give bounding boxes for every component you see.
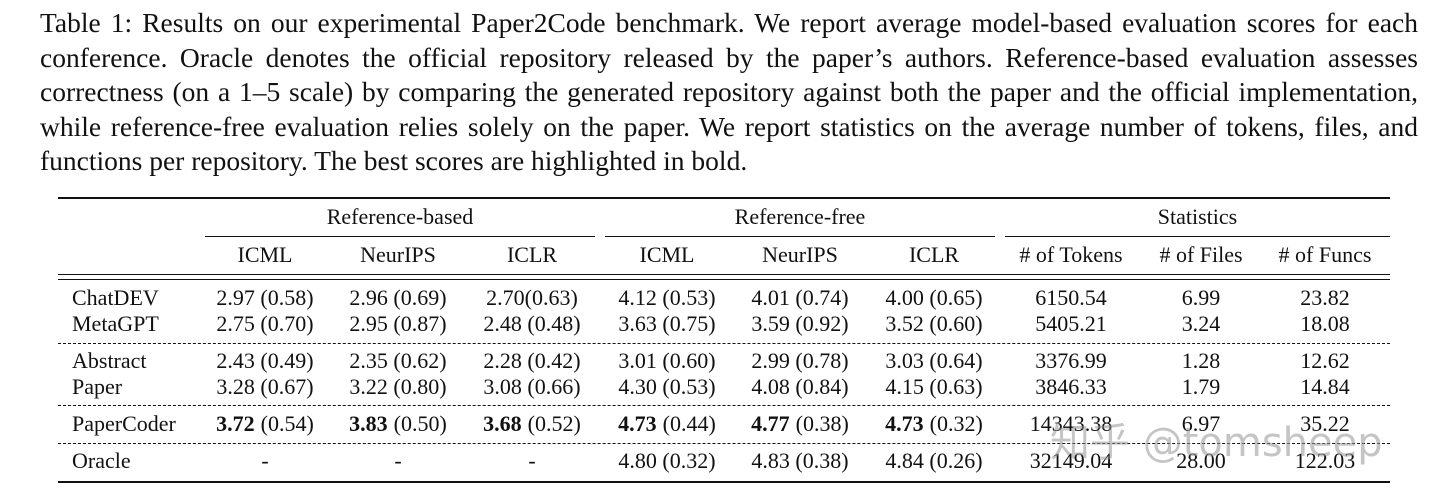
cell: 4.15 (0.63) — [885, 374, 983, 399]
column-header: ICLR — [506, 242, 558, 267]
column-header: ICLR — [908, 242, 960, 267]
cell: 2.28 (0.42) — [483, 348, 581, 373]
cell: 6150.54 — [1035, 285, 1107, 310]
row-label: MetaGPT — [72, 311, 159, 336]
column-header: # of Funcs — [1278, 242, 1372, 267]
best-score: 4.77 — [751, 411, 790, 436]
cell: 3.28 (0.67) — [216, 374, 314, 399]
column-header: ICML — [237, 242, 293, 267]
cell: 4.84 (0.26) — [885, 448, 983, 473]
group-rule — [1005, 236, 1390, 237]
header-rule — [58, 279, 1390, 280]
cell: 4.01 (0.74) — [751, 285, 849, 310]
std-dev: (0.32) — [929, 411, 983, 436]
best-score: 4.73 — [885, 411, 924, 436]
cell: 3.83 (0.50) — [349, 411, 447, 437]
cell: - — [528, 448, 536, 473]
column-header: ICML — [639, 242, 695, 267]
cell: 2.75 (0.70) — [216, 311, 314, 336]
std-dev: (0.38) — [795, 411, 849, 436]
cell: 2.96 (0.69) — [349, 285, 447, 310]
best-score: 4.73 — [618, 411, 657, 436]
watermark: 知乎 @tomsheep — [1050, 420, 1383, 466]
cell: 3.01 (0.60) — [618, 348, 716, 373]
cell: 5405.21 — [1035, 311, 1107, 336]
cell: 35.22 — [1300, 411, 1350, 436]
std-dev: (0.44) — [662, 411, 716, 436]
cell: 4.00 (0.65) — [885, 285, 983, 310]
column-header: # of Files — [1159, 242, 1243, 267]
cell: 2.95 (0.87) — [349, 311, 447, 336]
group-header: Statistics — [1157, 204, 1238, 229]
cell: 28.00 — [1176, 448, 1226, 473]
column-header: # of Tokens — [1019, 242, 1123, 267]
top-rule — [58, 197, 1390, 199]
row-label: ChatDEV — [72, 285, 159, 310]
group-rule — [205, 236, 595, 237]
cell: 4.77 (0.38) — [751, 411, 849, 437]
cell: 3.03 (0.64) — [885, 348, 983, 373]
std-dev: (0.52) — [527, 411, 581, 436]
cell: - — [394, 448, 402, 473]
column-header: NeurIPS — [360, 242, 436, 267]
cell: 3.59 (0.92) — [751, 311, 849, 336]
cell: 2.43 (0.49) — [216, 348, 314, 373]
cell: 32149.04 — [1029, 448, 1113, 473]
cell: 3376.99 — [1035, 348, 1107, 373]
best-score: 3.72 — [216, 411, 255, 436]
group-header: Reference-based — [326, 204, 474, 229]
cell: 3.72 (0.54) — [216, 411, 314, 437]
caption: Table 1: Results on our experimental Pap… — [40, 7, 1418, 176]
bottom-rule — [58, 481, 1390, 483]
cell: 122.03 — [1294, 448, 1356, 473]
std-dev: (0.50) — [393, 411, 447, 436]
cell: 4.80 (0.32) — [618, 448, 716, 473]
cell: 4.73 (0.44) — [618, 411, 716, 437]
group-rule — [605, 236, 995, 237]
cell: 4.83 (0.38) — [751, 448, 849, 473]
cell: 12.62 — [1300, 348, 1350, 373]
best-score: 3.68 — [483, 411, 522, 436]
cell: 2.97 (0.58) — [216, 285, 314, 310]
header-rule — [58, 274, 1390, 275]
row-label: Abstract — [72, 348, 147, 373]
cell: 2.70(0.63) — [486, 285, 578, 310]
cell: 3.68 (0.52) — [483, 411, 581, 437]
row-label: Paper — [72, 374, 123, 399]
cell: 3.52 (0.60) — [885, 311, 983, 336]
cell: 2.48 (0.48) — [483, 311, 581, 336]
cell: 4.08 (0.84) — [751, 374, 849, 399]
cell: 3.22 (0.80) — [349, 374, 447, 399]
cell: 2.99 (0.78) — [751, 348, 849, 373]
cell: 4.12 (0.53) — [618, 285, 716, 310]
group-header: Reference-free — [734, 204, 866, 229]
cell: 1.28 — [1181, 348, 1221, 373]
cell: 23.82 — [1300, 285, 1350, 310]
cell: 6.99 — [1181, 285, 1221, 310]
cell: 3846.33 — [1035, 374, 1107, 399]
cell: 14343.38 — [1029, 411, 1113, 436]
row-label: PaperCoder — [72, 411, 176, 436]
cell: 18.08 — [1300, 311, 1350, 336]
cell: 14.84 — [1300, 374, 1350, 399]
cell: 3.63 (0.75) — [618, 311, 716, 336]
std-dev: (0.54) — [260, 411, 314, 436]
cell: - — [261, 448, 269, 473]
cell: 6.97 — [1181, 411, 1221, 436]
section-separator — [58, 443, 1390, 444]
column-header: NeurIPS — [762, 242, 838, 267]
best-score: 3.83 — [349, 411, 388, 436]
section-separator — [58, 343, 1390, 344]
cell: 3.24 — [1181, 311, 1221, 336]
cell: 4.73 (0.32) — [885, 411, 983, 437]
cell: 1.79 — [1181, 374, 1221, 399]
cell: 4.30 (0.53) — [618, 374, 716, 399]
row-label: Oracle — [72, 448, 131, 473]
cell: 3.08 (0.66) — [483, 374, 581, 399]
section-separator — [58, 405, 1390, 406]
cell: 2.35 (0.62) — [349, 348, 447, 373]
